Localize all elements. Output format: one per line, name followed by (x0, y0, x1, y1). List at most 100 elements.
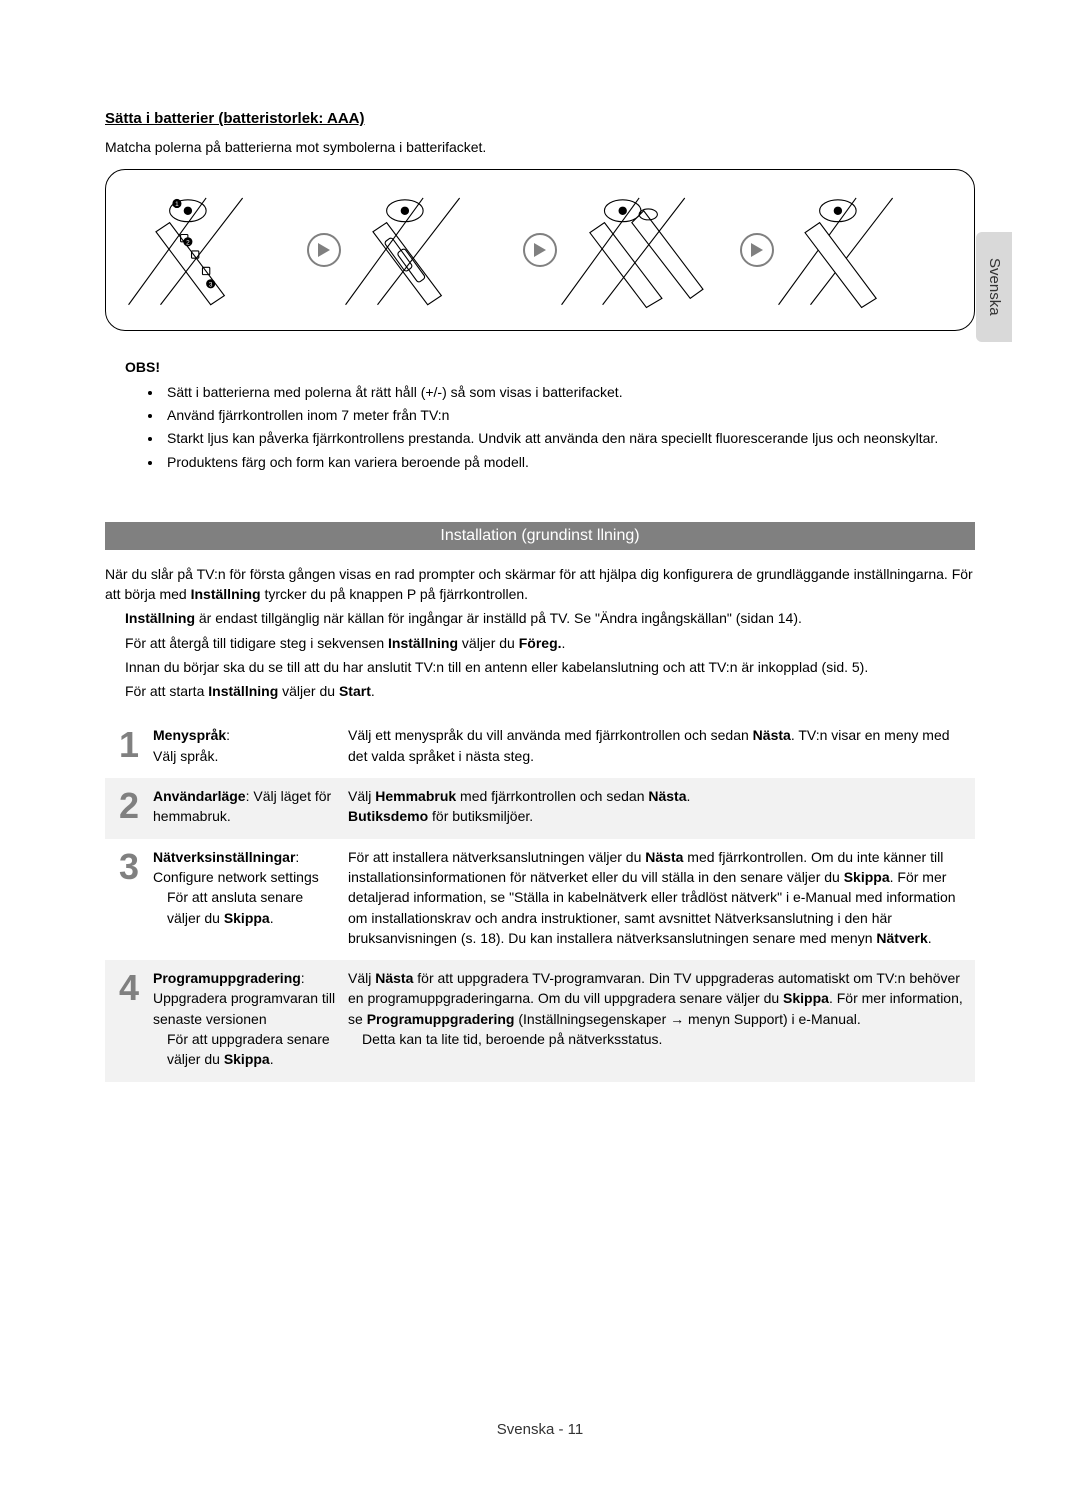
diagram-panel-4 (774, 185, 957, 315)
step-right-sub: Detta kan ta lite tid, beroende på nätve… (362, 1029, 969, 1049)
step-row: 4 Programuppgradering: Uppgradera progra… (105, 960, 975, 1081)
step-left: Programuppgradering: Uppgradera programv… (153, 968, 348, 1069)
text: . (928, 930, 932, 946)
text-bold: Nästa (753, 727, 791, 743)
text: (Inställningsegenskaper → menyn Support)… (514, 1011, 860, 1027)
install-note-3: Innan du börjar ska du se till att du ha… (125, 657, 975, 677)
install-note-4: För att starta Inställning väljer du Sta… (125, 681, 975, 701)
step-row: 1 Menyspråk: Välj språk. Välj ett menysp… (105, 717, 975, 778)
text-bold: Inställning (125, 610, 195, 626)
text-bold: Hemmabruk (375, 788, 456, 804)
step-left-body: Configure network settings (153, 869, 319, 885)
arrow-right-icon (740, 233, 774, 267)
text-bold: Skippa (783, 990, 829, 1006)
step-right: Välj Hemmabruk med fjärrkontrollen och s… (348, 786, 975, 827)
footer-language: Svenska (497, 1421, 555, 1438)
step-title: Nätverksinställningar (153, 849, 295, 865)
remote-insert-icon (341, 185, 524, 315)
obs-title: OBS! (125, 359, 975, 375)
arrow-right-icon (307, 233, 341, 267)
obs-list: Sätt i batterierna med polerna åt rätt h… (163, 381, 975, 473)
list-item: Använd fjärrkontrollen inom 7 meter från… (163, 404, 975, 427)
text: . (371, 683, 375, 699)
text-bold: Nästa (645, 849, 683, 865)
text: . (270, 1051, 274, 1067)
step-title: Användarläge (153, 788, 246, 804)
diagram-panel-3 (557, 185, 740, 315)
text: Välj (348, 788, 375, 804)
step-number: 3 (105, 847, 153, 885)
text: För att starta (125, 683, 208, 699)
text-bold: Programuppgradering (367, 1011, 515, 1027)
text-bold: Nästa (375, 970, 413, 986)
step-number: 4 (105, 968, 153, 1006)
obs-block: OBS! Sätt i batterierna med polerna åt r… (105, 359, 975, 473)
step-row: 2 Användarläge: Välj läget för hemmabruk… (105, 778, 975, 839)
text: med fjärrkontrollen och sedan (456, 788, 648, 804)
remote-closed-icon (774, 185, 957, 315)
section-bar-installation: Installation (grundinst llning) (105, 522, 975, 550)
text: för butiksmiljöer. (428, 808, 533, 824)
text: tyrcker du på knappen P på fjärrkontroll… (261, 586, 528, 602)
text: . (687, 788, 691, 804)
text: . (270, 910, 274, 926)
step-left-sub: För att uppgradera senare väljer du Skip… (167, 1029, 338, 1070)
text-bold: Inställning (208, 683, 278, 699)
list-item: Produktens färg och form kan variera ber… (163, 451, 975, 474)
text-bold: Inställning (388, 635, 458, 651)
svg-text:3: 3 (209, 282, 213, 289)
page-footer: Svenska - 11 (0, 1421, 1080, 1438)
text: väljer du (278, 683, 339, 699)
text-bold: Butiksdemo (348, 808, 428, 824)
step-left: Menyspråk: Välj språk. (153, 725, 348, 766)
text-bold: Nätverk (876, 930, 927, 946)
step-left-body: Välj språk. (153, 748, 218, 764)
list-item: Starkt ljus kan påverka fjärrkontrollens… (163, 427, 975, 450)
text: . (562, 635, 566, 651)
text: Välj ett menyspråk du vill använda med f… (348, 727, 753, 743)
text-bold: Skippa (224, 1051, 270, 1067)
step-left-sub: För att ansluta senare väljer du Skippa. (167, 887, 338, 928)
text-bold: Inställning (191, 586, 261, 602)
step-right: Välj Nästa för att uppgradera TV-program… (348, 968, 975, 1049)
step-title: Programuppgradering (153, 970, 301, 986)
remote-cover-icon (557, 185, 740, 315)
battery-diagram: 1 2 3 (105, 169, 975, 331)
footer-sep: - (554, 1421, 567, 1438)
text: Välj (348, 970, 375, 986)
step-title: Menyspråk (153, 727, 226, 743)
install-intro: När du slår på TV:n för första gången vi… (105, 564, 975, 605)
steps-table: 1 Menyspråk: Välj språk. Välj ett menysp… (105, 717, 975, 1081)
language-side-tab: Svenska (976, 232, 1012, 342)
battery-intro: Matcha polerna på batterierna mot symbol… (105, 137, 975, 157)
text-bold: Föreg. (519, 635, 562, 651)
text-bold: Start (339, 683, 371, 699)
text: För att återgå till tidigare steg i sekv… (125, 635, 388, 651)
step-left-body: Uppgradera programvaran till senaste ver… (153, 990, 335, 1026)
install-note-2: För att återgå till tidigare steg i sekv… (125, 633, 975, 653)
diagram-panel-2 (341, 185, 524, 315)
page: Svenska Sätta i batterier (batteristorle… (0, 0, 1080, 1494)
text: är endast tillgänglig när källan för ing… (195, 610, 802, 626)
step-left: Nätverksinställningar: Configure network… (153, 847, 348, 928)
step-left: Användarläge: Välj läget för hemmabruk. (153, 786, 348, 827)
list-item: Sätt i batterierna med polerna åt rätt h… (163, 381, 975, 404)
text-bold: Nästa (648, 788, 686, 804)
step-number: 2 (105, 786, 153, 824)
svg-text:2: 2 (186, 240, 190, 247)
diagram-panel-1: 1 2 3 (124, 185, 307, 315)
step-right: Välj ett menyspråk du vill använda med f… (348, 725, 975, 766)
step-number: 1 (105, 725, 153, 763)
svg-text:1: 1 (175, 201, 179, 208)
step-row: 3 Nätverksinställningar: Configure netwo… (105, 839, 975, 960)
step-right: För att installera nätverksanslutningen … (348, 847, 975, 948)
text-bold: Skippa (224, 910, 270, 926)
text-bold: Skippa (844, 869, 890, 885)
battery-heading: Sätta i batterier (batteristorlek: AAA) (105, 110, 975, 127)
text: För att installera nätverksanslutningen … (348, 849, 645, 865)
footer-page-number: 11 (568, 1421, 584, 1438)
text: väljer du (458, 635, 519, 651)
install-note-1: Inställning är endast tillgänglig när kä… (125, 608, 975, 628)
arrow-right-icon (523, 233, 557, 267)
remote-open-icon: 1 2 3 (124, 185, 307, 315)
